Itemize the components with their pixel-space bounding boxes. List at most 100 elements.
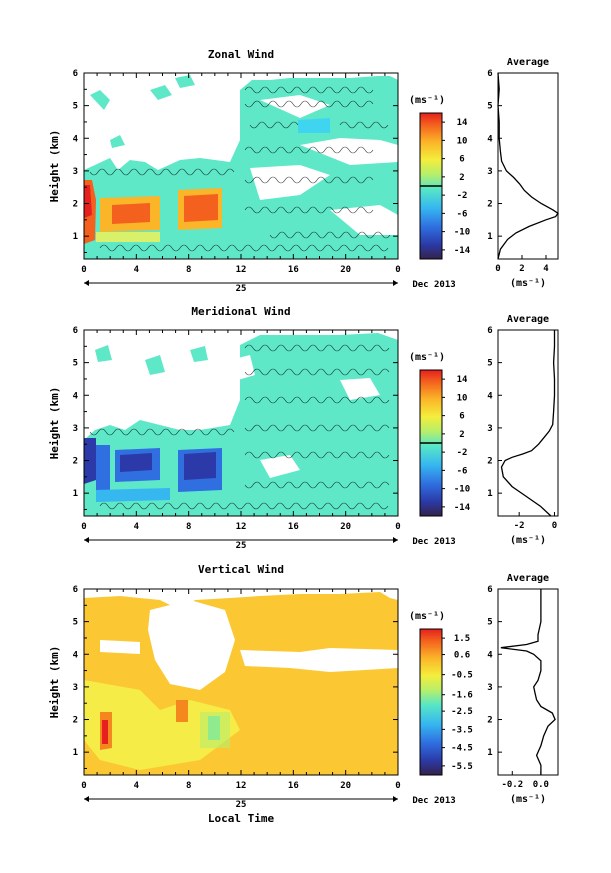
zonal-jet-mid-core [112,203,150,224]
profile-y-tick-label: 2 [487,200,492,210]
vertical-white-band [240,648,398,672]
colorbar-tick-label: -2 [457,191,468,201]
x-tick-label: 20 [340,265,351,275]
colorbar-unit: (ms⁻¹) [409,352,445,363]
x-tick-label: 0 [395,265,400,275]
colorbar-tick-label: -4.5 [451,744,473,754]
zonal-wind-panel: Zonal Wind [48,48,559,294]
y-tick-label: 5 [73,359,78,369]
colorbar-tick-label: 10 [457,136,468,146]
profile-y-tick-label: 6 [487,585,492,595]
y-tick-label: 2 [73,716,78,726]
zonal-jet-early-core [84,185,92,218]
x-tick-label: 8 [186,781,191,791]
profile-y-tick-label: 2 [487,716,492,726]
y-tick-label: 6 [73,585,78,595]
y-tick-label: 5 [73,102,78,112]
x-tick-label: 4 [134,522,140,532]
profile-y-tick-label: 1 [487,748,492,758]
zonal-yellow-strip [96,232,160,242]
meridional-gap-1 [230,355,255,380]
profile-frame [497,72,559,260]
profile-line [497,72,559,260]
y-tick-label: 4 [73,650,79,660]
meridional-texture [89,344,390,510]
colorbar-unit: (ms⁻¹) [409,95,445,106]
zonal-title: Zonal Wind [208,48,274,61]
colorbar-tick-label: 14 [457,375,468,385]
colorbar-tick-label: 1.5 [454,634,470,644]
day-bar-left-arrow [84,537,89,543]
profile-y-tick-label: 5 [487,618,492,628]
x-tick-label: 16 [288,781,299,791]
y-tick-label: 6 [73,326,78,336]
colorbar-tick-label: -0.5 [451,671,473,681]
colorbar-tick-label: 6 [459,155,464,165]
y-tick-label: 3 [73,683,78,693]
y-tick-label: 3 [73,424,78,434]
x-tick-label: 0 [81,781,86,791]
colorbar-tick-label: -10 [454,485,470,495]
day-label: 25 [236,800,247,810]
profile-x-tick-label: 0.0 [533,780,549,790]
profile-y-tick-label: 6 [487,326,492,336]
colorbar-tick-label: 10 [457,393,468,403]
colorbar-tick-label: 0.6 [454,651,470,661]
x-tick-label: 12 [236,265,247,275]
meridional-gap-3 [340,378,380,400]
colorbar-unit: (ms⁻¹) [409,611,445,622]
meridional-jet-early-edge [96,445,110,495]
vertical-white-strip [100,640,140,654]
profile-x-tick-label: 4 [543,264,549,274]
meridional-field [84,333,398,516]
meridional-title: Meridional Wind [191,305,290,318]
x-tick-label: 20 [340,522,351,532]
profile-y-tick-label: 3 [487,424,492,434]
x-tick-label: 12 [236,522,247,532]
x-tick-label: 4 [134,781,140,791]
meridional-lightblue-strip [96,488,170,502]
zonal-gap-1 [250,165,330,200]
y-tick-label: 1 [73,489,78,499]
profile-title: Average [507,57,549,68]
x-tick-label: 0 [81,522,86,532]
x-tick-label: 20 [340,781,351,791]
x-tick-label: 16 [288,522,299,532]
date-label: Dec 2013 [412,537,455,547]
profile-y-tick-label: 3 [487,167,492,177]
colorbar-tick-label: -14 [454,246,471,256]
x-tick-label: 12 [236,781,247,791]
colorbar-tick-label: -14 [454,503,471,513]
zonal-gap-3 [330,205,398,235]
x-tick-label: 8 [186,522,191,532]
y-tick-label: 2 [73,457,78,467]
y-tick-label: 5 [73,618,78,628]
y-tick-label: 4 [73,391,79,401]
meridional-wind-panel: Meridional Wind [48,305,559,551]
y-tick-label: 1 [73,232,78,242]
x-tick-label: 0 [395,522,400,532]
y-tick-label: 6 [73,69,78,79]
colorbar-tick-label: -6 [457,209,468,219]
profile-y-tick-label: 4 [487,650,493,660]
colorbar-tick-label: -2 [457,448,468,458]
y-axis-title: Height (km) [48,130,61,203]
meridional-gap-2 [260,455,300,478]
day-label: 25 [236,284,247,294]
vertical-white-cloud [148,600,235,690]
colorbar-tick-label: -1.6 [451,691,473,701]
zonal-cyan-band [298,118,330,133]
y-axis-title: Height (km) [48,646,61,719]
profile-x-tick-label: 0 [552,521,557,531]
colorbar-tick-label: -3.5 [451,725,473,735]
profile-y-tick-label: 1 [487,232,492,242]
vertical-red-core [102,720,108,744]
profile-y-tick-label: 5 [487,359,492,369]
profile-line [500,589,556,775]
x-axis-label: Local Time [208,812,275,825]
colorbar-tick-label: -2.5 [451,707,473,717]
colorbar-tick-label: 14 [457,118,468,128]
profile-title: Average [507,314,549,325]
colorbar-tick-label: 2 [459,430,464,440]
